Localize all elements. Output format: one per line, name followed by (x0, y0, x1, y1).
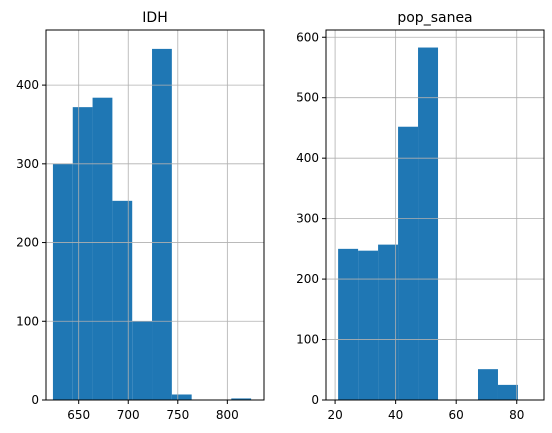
y-tick-label: 0 (31, 393, 39, 407)
y-tick-label: 200 (296, 272, 319, 286)
y-tick-label: 300 (296, 212, 319, 226)
axes-frame (325, 29, 545, 401)
y-tick-label: 400 (16, 78, 39, 92)
bar-8 (497, 384, 518, 400)
x-tick-label: 800 (216, 408, 239, 422)
histogram-pop-sanea: 20 40 60 80 0 100 200 300 400 500 600 pop_sanea (296, 10, 545, 422)
bar-4 (418, 47, 439, 400)
axes-frame (45, 29, 265, 401)
x-tick-label: 40 (388, 408, 403, 422)
y-tick-label: 400 (296, 151, 319, 165)
y-tick-label: 500 (296, 91, 319, 105)
bar-9 (231, 398, 252, 400)
chart-title: IDH (142, 10, 167, 26)
y-tick-label: 0 (311, 393, 319, 407)
y-tick-label: 100 (16, 314, 39, 328)
bar-2 (92, 97, 113, 401)
bar-4 (132, 321, 153, 400)
y-tick-label: 200 (16, 236, 39, 250)
bar-1 (358, 250, 379, 400)
y-tick-label: 600 (296, 30, 319, 44)
bar-3 (112, 200, 133, 400)
x-tick-label: 700 (117, 408, 140, 422)
y-tick-label: 300 (16, 157, 39, 171)
x-tick-label: 60 (449, 408, 464, 422)
y-tick-label: 100 (296, 333, 319, 347)
x-tick-label: 750 (166, 408, 189, 422)
bar-0 (52, 163, 73, 400)
x-tick-label: 20 (327, 408, 342, 422)
bar-1 (72, 107, 93, 401)
x-tick-label: 650 (67, 408, 90, 422)
bar-0 (338, 248, 359, 400)
bar-3 (398, 126, 419, 400)
x-tick-label: 80 (509, 408, 524, 422)
bar-7 (477, 369, 498, 400)
chart-title: pop_sanea (397, 10, 472, 26)
histogram-idh: 650 700 750 800 0 100 200 300 400 IDH (16, 10, 265, 422)
bar-2 (378, 244, 399, 400)
bar-5 (152, 48, 172, 400)
bar-6 (171, 394, 192, 400)
